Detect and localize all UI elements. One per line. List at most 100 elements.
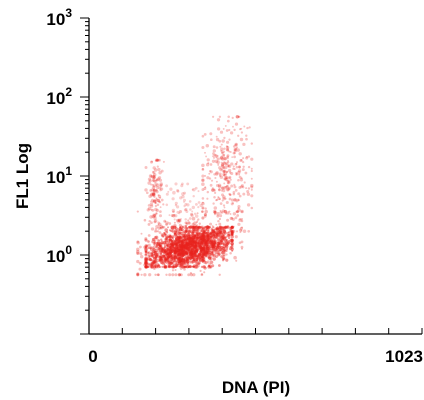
data-point <box>177 251 181 255</box>
data-point <box>219 168 223 172</box>
data-point <box>205 234 209 239</box>
data-point <box>217 227 220 230</box>
data-point <box>176 210 180 214</box>
data-point <box>151 186 156 190</box>
data-point <box>171 243 175 247</box>
data-point <box>206 225 210 229</box>
data-point <box>203 249 207 253</box>
data-point <box>187 221 191 225</box>
data-point <box>246 126 249 130</box>
data-point <box>234 144 237 147</box>
data-point <box>182 261 186 264</box>
data-point <box>159 227 162 230</box>
data-point <box>189 248 193 252</box>
data-point <box>176 253 179 255</box>
data-point <box>163 249 168 253</box>
data-point <box>200 247 205 251</box>
data-point <box>227 240 231 243</box>
data-point <box>204 266 208 269</box>
data-point <box>205 240 209 244</box>
data-point <box>194 244 198 248</box>
data-point <box>166 252 169 256</box>
data-point <box>212 239 215 243</box>
data-point <box>221 209 225 213</box>
data-point <box>184 221 188 225</box>
data-point <box>250 157 254 161</box>
data-point <box>168 248 171 251</box>
data-point <box>179 248 183 252</box>
data-point <box>212 233 215 237</box>
data-point <box>189 244 193 248</box>
data-point <box>191 231 194 235</box>
data-point <box>213 206 218 210</box>
data-point <box>212 202 215 205</box>
data-point <box>200 246 204 250</box>
data-point <box>215 246 219 250</box>
data-point <box>179 273 183 277</box>
data-point <box>154 184 158 188</box>
data-point <box>144 245 148 249</box>
data-point <box>191 235 195 238</box>
data-point <box>182 244 185 248</box>
data-point <box>228 138 231 141</box>
data-point <box>198 237 202 241</box>
data-point <box>168 214 171 217</box>
data-point <box>200 230 203 233</box>
data-point <box>182 241 185 245</box>
data-point <box>209 235 213 238</box>
data-point <box>202 244 205 247</box>
data-point <box>193 249 198 253</box>
data-point <box>183 233 187 236</box>
data-point <box>227 182 229 185</box>
data-point <box>193 236 196 240</box>
data-point <box>212 240 216 245</box>
data-point <box>160 256 165 261</box>
data-point <box>215 227 219 231</box>
data-point <box>193 234 197 237</box>
data-point <box>154 235 159 240</box>
data-point <box>210 235 213 238</box>
data-point <box>178 242 181 245</box>
data-point <box>174 268 177 272</box>
data-point <box>196 237 200 240</box>
data-point <box>191 244 195 248</box>
data-point <box>177 247 181 251</box>
data-point <box>175 260 178 263</box>
data-point <box>188 225 192 229</box>
data-point <box>247 155 251 158</box>
data-point <box>175 244 178 247</box>
data-point <box>189 239 193 243</box>
data-point <box>192 246 195 249</box>
data-point <box>136 272 140 276</box>
data-point <box>197 206 200 209</box>
data-point <box>157 273 160 277</box>
data-point <box>146 251 149 254</box>
data-point <box>186 243 189 247</box>
data-point <box>216 243 220 246</box>
data-point <box>144 246 148 251</box>
data-point <box>205 252 209 255</box>
data-point <box>245 134 248 137</box>
data-point <box>210 235 214 240</box>
data-point <box>168 253 172 257</box>
data-point <box>225 184 229 188</box>
data-point <box>171 208 176 213</box>
data-point <box>172 238 175 240</box>
data-point <box>186 235 189 238</box>
data-point <box>153 263 157 267</box>
data-point <box>176 257 180 261</box>
data-point <box>185 258 189 262</box>
data-point <box>223 239 228 243</box>
data-point <box>174 201 178 205</box>
data-point <box>194 243 198 247</box>
data-point <box>216 226 219 229</box>
data-point <box>170 240 173 243</box>
data-point <box>184 224 187 228</box>
data-point <box>228 226 232 230</box>
data-point <box>201 261 204 263</box>
data-point <box>158 243 161 247</box>
data-point <box>195 261 199 266</box>
data-point <box>237 208 241 212</box>
data-point <box>181 258 185 263</box>
data-point <box>209 183 213 187</box>
